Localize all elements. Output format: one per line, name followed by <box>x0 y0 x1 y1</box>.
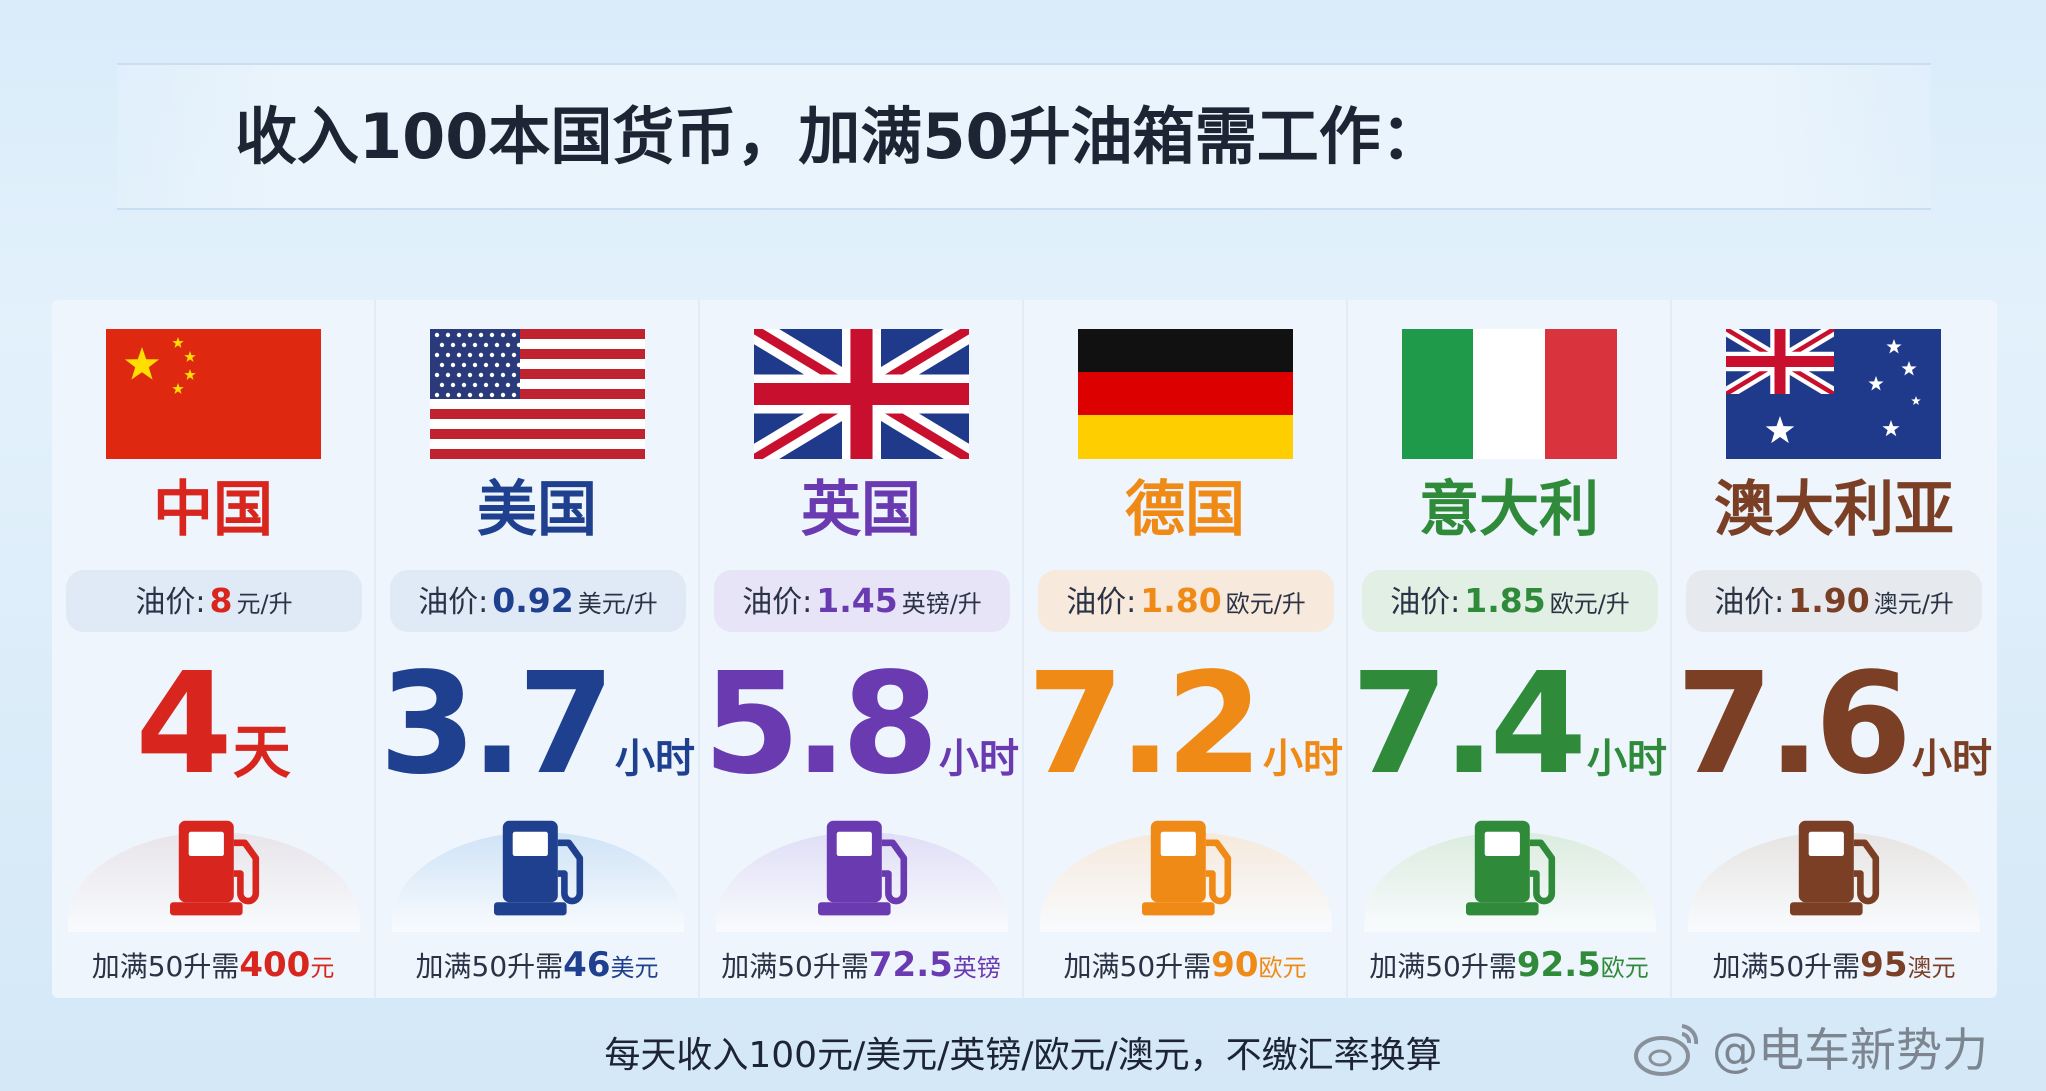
flag <box>1726 329 1941 459</box>
time-unit: 天 <box>232 718 291 786</box>
time-unit: 小时 <box>1912 736 1992 782</box>
country-name: 英国 <box>801 475 921 545</box>
price-unit: 澳元/升 <box>1873 590 1954 618</box>
flag <box>430 329 645 459</box>
flag <box>1078 329 1293 459</box>
country-name: 澳大利亚 <box>1714 475 1954 545</box>
fill-amount: 92.5 <box>1516 945 1601 985</box>
price-pill: 油价: 1.45 英镑/升 <box>714 570 1010 632</box>
price-label: 油价: <box>418 585 489 620</box>
fill-label: 加满50升需 <box>1063 950 1212 983</box>
time-value: 5.8 <box>702 643 939 806</box>
country-name: 德国 <box>1125 475 1245 545</box>
time-unit: 小时 <box>1263 736 1343 782</box>
fuel-pump-icon <box>818 820 908 916</box>
flag <box>1402 329 1617 459</box>
fill-label: 加满50升需 <box>91 950 240 983</box>
fill-amount: 90 <box>1211 945 1259 985</box>
price-value: 1.90 <box>1788 581 1870 620</box>
flag <box>754 329 969 459</box>
price-value: 1.80 <box>1140 581 1222 620</box>
price-label: 油价: <box>135 585 206 620</box>
fill-amount: 72.5 <box>868 945 953 985</box>
work-time: 7.4 小时 <box>1348 650 1670 800</box>
fuel-pump-icon <box>170 820 260 916</box>
fill-unit: 英镑 <box>952 954 1001 982</box>
fill-cost: 加满50升需92.5欧元 <box>1348 940 1670 993</box>
fill-amount: 95 <box>1860 945 1908 985</box>
fill-unit: 欧元 <box>1600 954 1649 982</box>
fuel-pump-icon <box>1142 820 1232 916</box>
country-name: 中国 <box>153 475 273 545</box>
time-unit: 小时 <box>1587 736 1667 782</box>
flag <box>106 329 321 459</box>
card-panel: 中国 油价: 8 元/升 4 天加满50升需400元 美国 油价: 0.92 美元/升 3.7 小时加… <box>52 300 1997 998</box>
price-value: 1.85 <box>1464 581 1546 620</box>
price-label: 油价: <box>1066 585 1137 620</box>
fill-unit: 美元 <box>610 954 659 982</box>
fill-label: 加满50升需 <box>1712 950 1861 983</box>
fill-amount: 46 <box>563 945 611 985</box>
watermark-icon <box>1634 1024 1699 1076</box>
price-pill: 油价: 1.85 欧元/升 <box>1362 570 1658 632</box>
country-name: 美国 <box>477 475 597 545</box>
fill-cost: 加满50升需46美元 <box>376 940 698 993</box>
fill-label: 加满50升需 <box>415 950 564 983</box>
country-card: 美国油价: 0.92 美元/升 3.7 小时加满50升需46美元 <box>376 300 700 998</box>
fill-amount: 400 <box>239 945 311 985</box>
title-bar: 收入100本国货币，加满50升油箱需工作： <box>117 63 1931 210</box>
fuel-pump-icon <box>1466 820 1556 916</box>
price-pill: 油价: 0.92 美元/升 <box>390 570 686 632</box>
fill-label: 加满50升需 <box>1369 950 1517 983</box>
fill-cost: 加满50升需400元 <box>52 940 374 993</box>
price-value: 0.92 <box>492 581 574 620</box>
price-unit: 欧元/升 <box>1549 590 1630 618</box>
price-value: 1.45 <box>816 581 898 620</box>
price-unit: 欧元/升 <box>1225 590 1306 618</box>
fill-cost: 加满50升需90欧元 <box>1024 940 1346 993</box>
fill-unit: 欧元 <box>1258 954 1307 982</box>
time-unit: 小时 <box>939 736 1019 782</box>
fill-label: 加满50升需 <box>721 950 869 983</box>
price-label: 油价: <box>1714 585 1785 620</box>
fill-cost: 加满50升需72.5英镑 <box>700 940 1022 993</box>
fill-unit: 澳元 <box>1907 954 1956 982</box>
country-card: 英国油价: 1.45 英镑/升 5.8 小时加满50升需72.5英镑 <box>700 300 1024 998</box>
time-value: 7.4 <box>1350 643 1587 806</box>
price-unit: 英镑/升 <box>901 590 982 618</box>
country-card: 德国油价: 1.80 欧元/升 7.2 小时加满50升需90欧元 <box>1024 300 1348 998</box>
country-name: 意大利 <box>1419 475 1599 545</box>
fuel-pump-icon <box>494 820 584 916</box>
footer: 每天收入100元/美元/英镑/欧元/澳元，不缴汇率换算 <box>604 1035 1442 1076</box>
fill-unit: 元 <box>310 954 335 982</box>
time-value: 4 <box>135 643 232 806</box>
title: 收入100本国货币，加满50升油箱需工作： <box>235 100 1443 173</box>
time-value: 7.2 <box>1026 643 1263 806</box>
fuel-pump-icon <box>1790 820 1880 916</box>
work-time: 7.6 小时 <box>1672 650 1996 800</box>
work-time: 5.8 小时 <box>700 650 1022 800</box>
fill-cost: 加满50升需95澳元 <box>1672 940 1996 993</box>
price-unit: 美元/升 <box>577 590 658 618</box>
price-label: 油价: <box>1390 585 1461 620</box>
work-time: 3.7 小时 <box>376 650 698 800</box>
work-time: 7.2 小时 <box>1024 650 1346 800</box>
country-card: 意大利油价: 1.85 欧元/升 7.4 小时加满50升需92.5欧元 <box>1348 300 1672 998</box>
price-pill: 油价: 8 元/升 <box>66 570 362 632</box>
price-pill: 油价: 1.80 欧元/升 <box>1038 570 1334 632</box>
country-card: 中国 油价: 8 元/升 4 天加满50升需400元 <box>52 300 376 998</box>
country-card: 澳大利亚油价: 1.90 澳元/升 7.6 小时加满50升需95澳元 <box>1672 300 1996 998</box>
price-unit: 元/升 <box>236 590 293 618</box>
price-label: 油价: <box>742 585 813 620</box>
time-value: 3.7 <box>378 643 615 806</box>
price-value: 8 <box>209 581 233 620</box>
watermark: @电车新势力 <box>1712 1023 1988 1077</box>
time-unit: 小时 <box>615 736 695 782</box>
price-pill: 油价: 1.90 澳元/升 <box>1686 570 1982 632</box>
time-value: 7.6 <box>1675 643 1912 806</box>
